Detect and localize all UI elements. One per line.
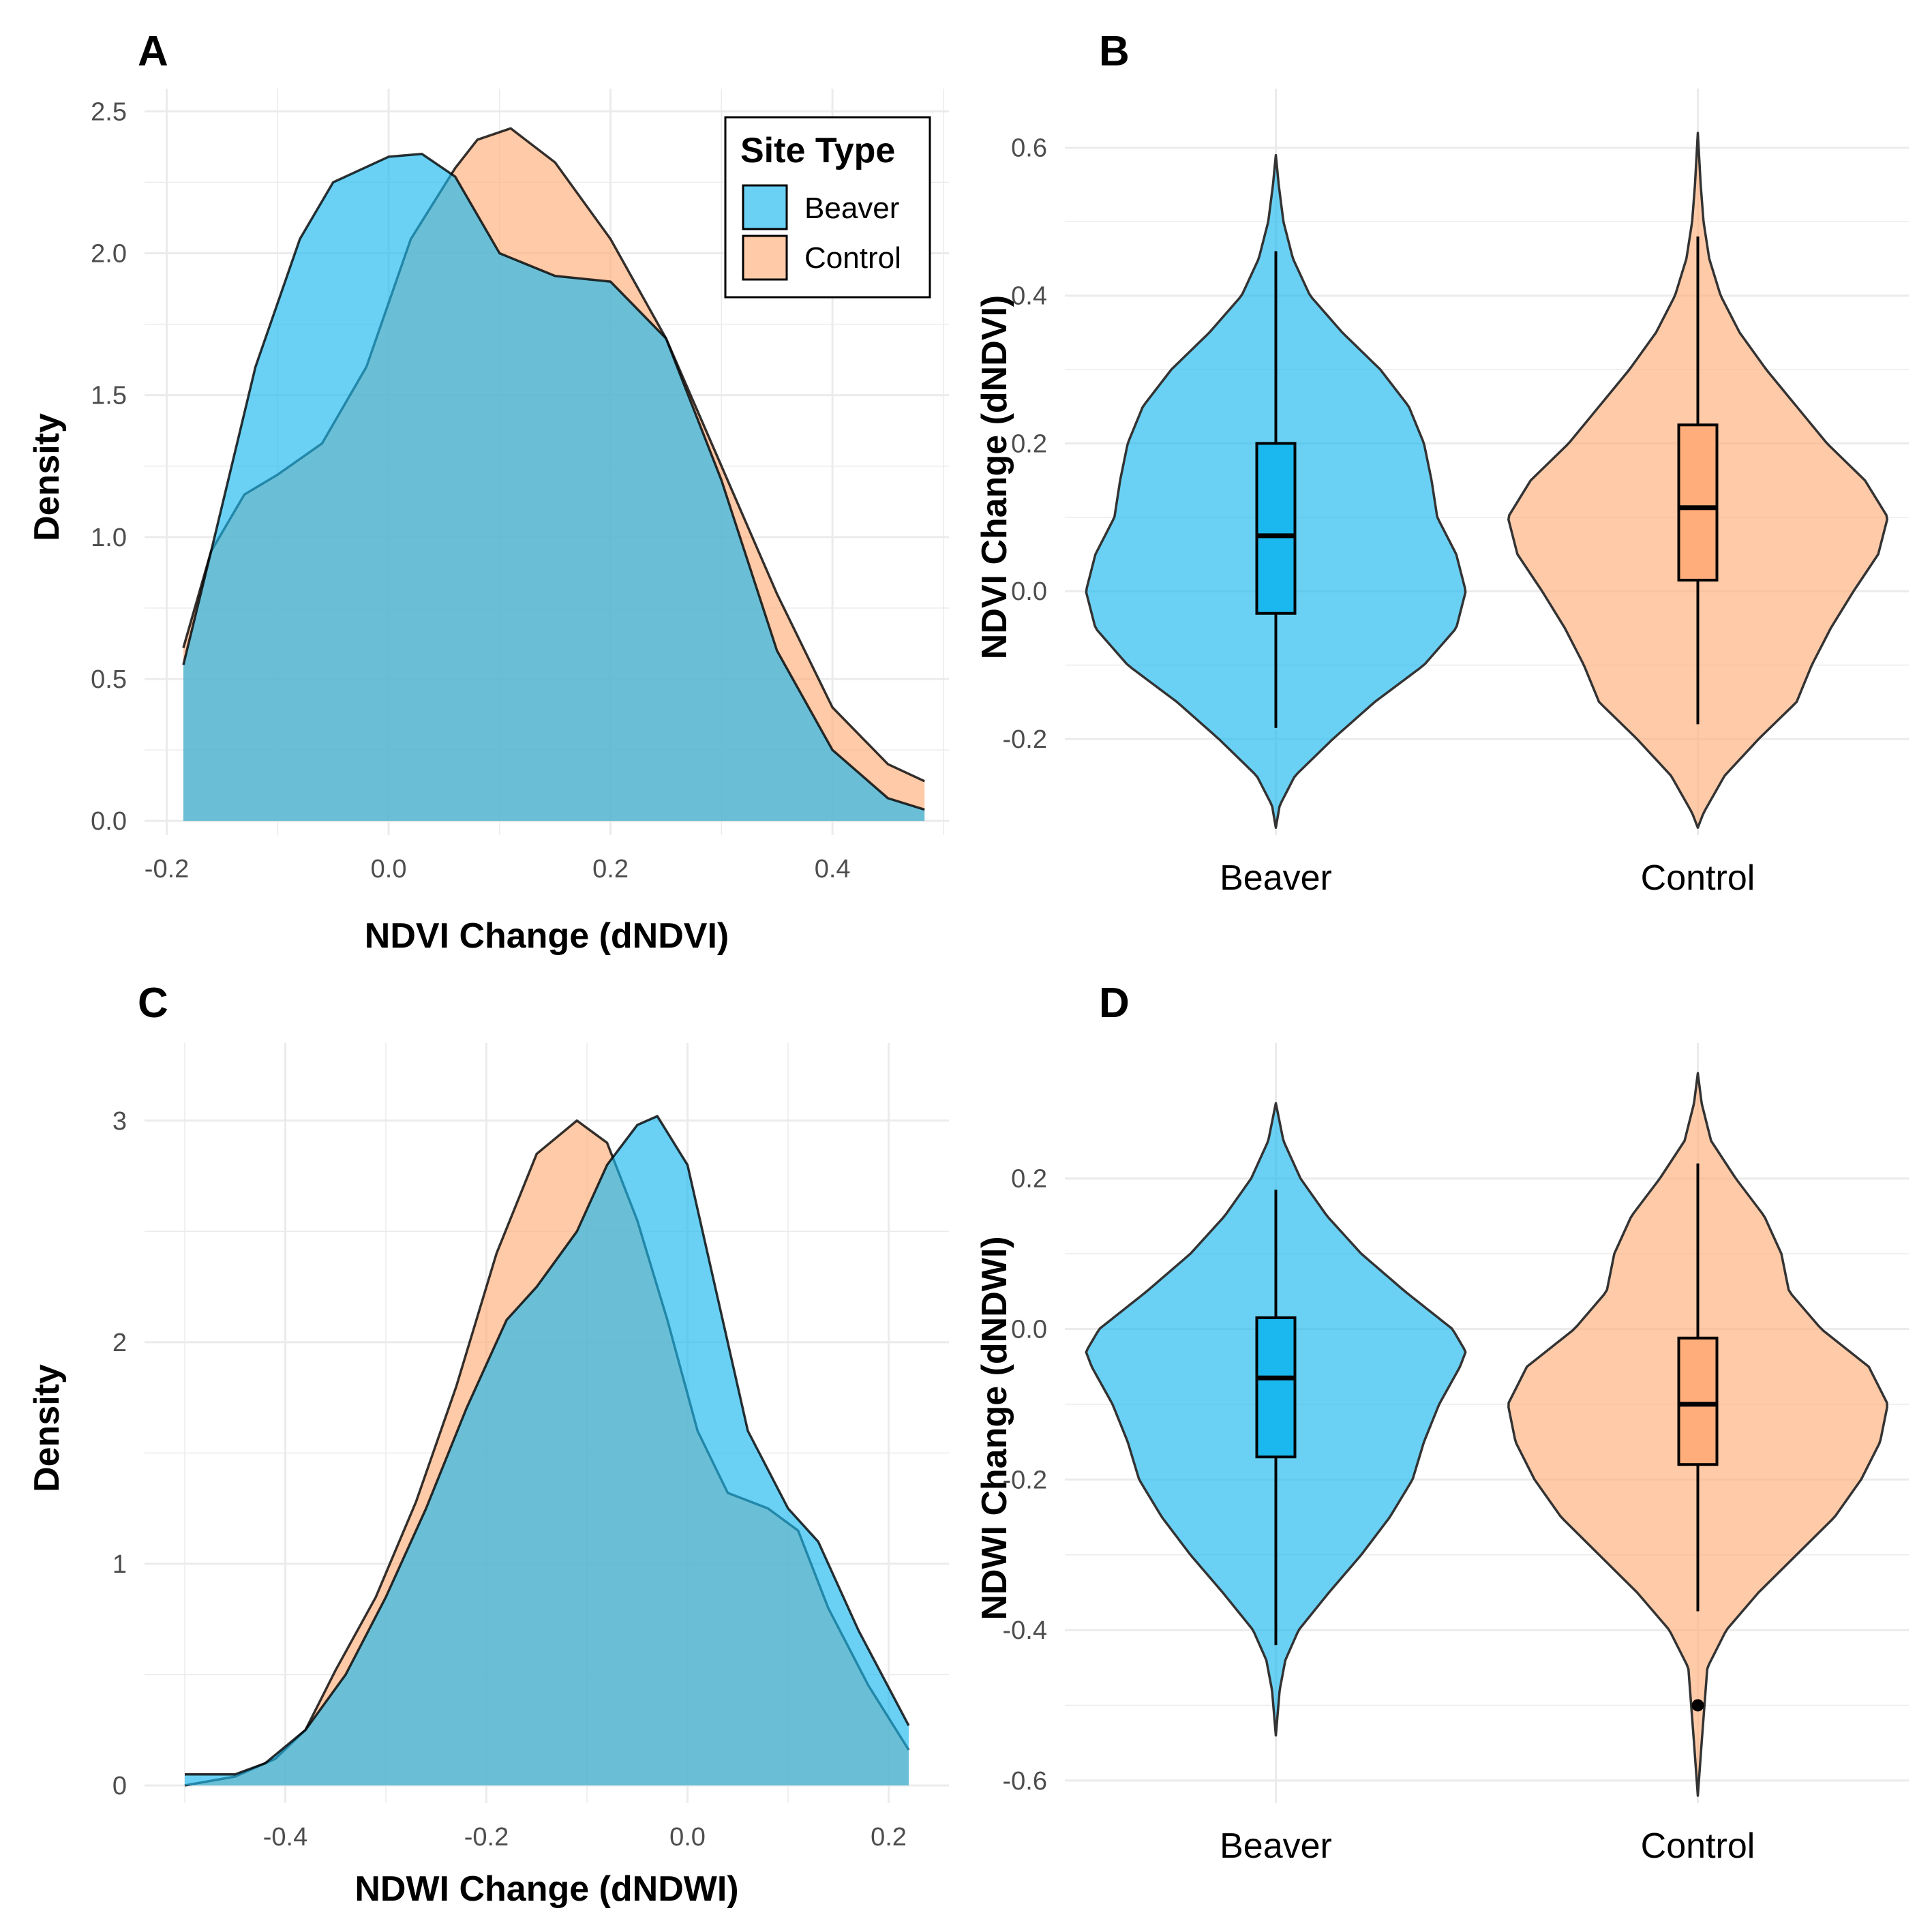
panel-a-density-areas — [182, 127, 925, 821]
panel-d-box-beaver — [1255, 1316, 1297, 1459]
panel-b-x-ticks: Beaver Control — [1220, 858, 1755, 898]
legend-label-beaver: Beaver — [804, 192, 899, 225]
panel-c-curve-beaver — [185, 1115, 910, 1776]
panel-c-y-tick-label: 2 — [112, 1329, 127, 1357]
panel-c-x-axis-title: NDWI Change (dNDWI) — [354, 1869, 738, 1909]
panel-a-area-beaver — [183, 153, 925, 821]
panel-b-box-beaver — [1255, 442, 1297, 615]
panel-b-y-axis-title: NDVI Change (dNDVI) — [975, 295, 1014, 659]
panel-b-y-tick-label: 0.0 — [1011, 577, 1047, 606]
panel-b-category-label-control: Control — [1641, 858, 1755, 898]
panel-c-y-axis-title: Density — [27, 1364, 67, 1492]
panel-a-y-axis-title: Density — [27, 413, 67, 541]
panel-a-y-tick-label: 0.5 — [91, 665, 127, 694]
panel-d-box-control — [1677, 1336, 1719, 1466]
panel-c-density-areas — [184, 1115, 910, 1787]
legend: Site Type Beaver Control — [724, 116, 931, 299]
panel-d-y-tick-label: -0.4 — [1003, 1616, 1047, 1645]
panel-a-tag: A — [138, 28, 168, 75]
panel-c-y-tick-label: 3 — [112, 1107, 127, 1136]
legend-label-control: Control — [804, 241, 901, 275]
panel-a-x-tick-label: 0.4 — [815, 855, 851, 884]
panel-b-tag: B — [1099, 28, 1130, 75]
panel-a-curve-beaver — [182, 153, 925, 811]
panel-b-y-tick-label: 0.6 — [1011, 134, 1047, 163]
panel-c-x-ticks: -0.4 -0.2 0.0 0.2 — [263, 1823, 907, 1852]
panel-c-y-ticks: 0 1 2 3 — [112, 1107, 127, 1800]
panel-c-x-tick-label: 0.0 — [669, 1823, 706, 1852]
panel-a-x-tick-label: -0.2 — [145, 855, 189, 884]
panel-d-category-label-control: Control — [1641, 1826, 1755, 1866]
panel-c-x-tick-label: -0.4 — [263, 1823, 307, 1852]
panel-b-violin-ndvi: -0.2 0.0 0.2 0.4 0.6 Beaver Control B NDVI Ch… — [975, 28, 1909, 898]
panel-a-y-tick-label: 1.0 — [91, 524, 127, 552]
panel-a-x-tick-label: 0.0 — [371, 855, 407, 884]
panel-d-category-label-beaver: Beaver — [1220, 1826, 1332, 1866]
panel-d-y-tick-label: 0.0 — [1011, 1316, 1047, 1344]
panel-b-box-control — [1677, 423, 1719, 582]
panel-b-y-tick-label: 0.4 — [1011, 282, 1047, 311]
panel-d-x-ticks: Beaver Control — [1220, 1826, 1755, 1866]
panel-c-x-tick-label: 0.2 — [871, 1823, 907, 1852]
panel-d-violins — [1085, 1072, 1888, 1797]
panel-d-y-ticks: -0.6 -0.4 -0.2 0.0 0.2 — [1003, 1165, 1047, 1796]
panel-a-y-tick-label: 0.0 — [91, 807, 127, 836]
panel-c-y-tick-label: 1 — [112, 1550, 127, 1579]
panel-d-outlier-control — [1691, 1699, 1704, 1712]
panel-d-violin-ndwi: -0.6 -0.4 -0.2 0.0 0.2 Beaver Control D NDWI … — [975, 980, 1909, 1866]
panel-d-y-tick-label: -0.6 — [1003, 1767, 1047, 1796]
panel-b-y-tick-label: 0.2 — [1011, 429, 1047, 458]
legend-key-beaver — [742, 184, 788, 230]
panel-d-tag: D — [1099, 980, 1130, 1027]
legend-title: Site Type — [740, 131, 895, 170]
panel-a-x-axis-title: NDVI Change (dNDVI) — [365, 916, 729, 956]
panel-a-y-ticks: 0.0 0.5 1.0 1.5 2.0 2.5 — [91, 97, 127, 836]
panel-b-violins — [1085, 132, 1888, 829]
panel-a-x-tick-label: 0.2 — [592, 855, 629, 884]
panel-c-area-beaver — [185, 1116, 909, 1785]
panel-b-y-tick-label: -0.2 — [1003, 725, 1047, 754]
panel-a-density-ndvi: 0.0 0.5 1.0 1.5 2.0 2.5 -0.2 0.0 0.2 0.4 A NDVI … — [27, 28, 949, 956]
panel-a-x-ticks: -0.2 0.0 0.2 0.4 — [145, 855, 851, 884]
panel-c-x-tick-label: -0.2 — [464, 1823, 509, 1852]
panel-a-y-tick-label: 2.0 — [91, 239, 127, 268]
panel-d-y-tick-label: 0.2 — [1011, 1165, 1047, 1194]
panel-b-category-label-beaver: Beaver — [1220, 858, 1332, 898]
panel-c-density-ndwi: 0 1 2 3 -0.4 -0.2 0.0 0.2 C NDWI Change (dNDWI… — [27, 980, 949, 1909]
legend-key-control — [742, 235, 788, 281]
panel-c-tag: C — [138, 980, 168, 1027]
panel-a-y-tick-label: 1.5 — [91, 382, 127, 410]
panel-a-y-tick-label: 2.5 — [91, 97, 127, 126]
panel-c-y-tick-label: 0 — [112, 1772, 127, 1800]
panel-b-y-ticks: -0.2 0.0 0.2 0.4 0.6 — [1003, 134, 1047, 754]
panel-d-y-axis-title: NDWI Change (dNDWI) — [975, 1236, 1014, 1620]
panel-d-y-tick-label: -0.2 — [1003, 1466, 1047, 1494]
